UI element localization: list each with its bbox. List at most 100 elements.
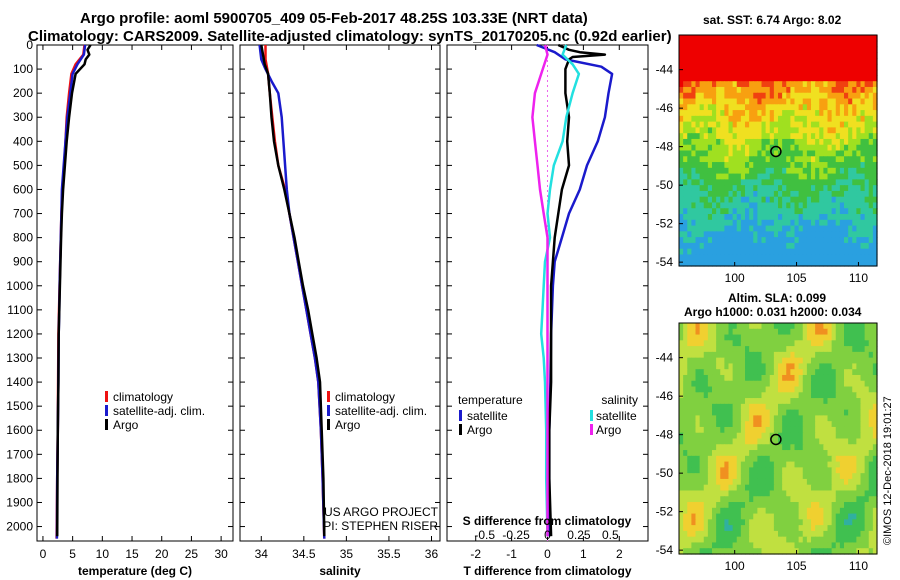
legend-swatch-diff-s — [590, 424, 593, 435]
x-axis-label-sal: salinity — [319, 564, 361, 578]
sst-map-title: sat. SST: 6.74 Argo: 8.02 — [703, 13, 842, 27]
legend-swatch-temp — [105, 391, 108, 402]
series-line-temp-argo — [55, 44, 92, 537]
sst-y-tick-label: -50 — [656, 178, 674, 192]
series-line-diff-t-argo — [548, 43, 607, 537]
s-diff-tick-label: -0.5 — [474, 528, 495, 542]
series-line-diff-s-satellite — [539, 44, 581, 537]
legend-swatch-diff-s — [590, 410, 593, 421]
legend-label-diff-s: satellite — [596, 409, 637, 423]
x-tick-label-diff: 2 — [616, 547, 623, 561]
sla-y-tick-label: -48 — [656, 428, 674, 442]
x-tick-label-temp: 5 — [69, 547, 76, 561]
x-tick-label-sal: 34.5 — [292, 547, 316, 561]
legend-label-temp: climatology — [113, 390, 173, 404]
y-tick-label: 1100 — [7, 303, 33, 317]
x-tick-label-sal: 35.5 — [377, 547, 401, 561]
sla-y-tick-label: -50 — [656, 466, 674, 480]
y-tick-label: 0 — [26, 38, 33, 52]
legend-swatch-temp — [105, 405, 108, 416]
series-line-sal-climatology — [264, 45, 326, 539]
plot-frame-temp — [36, 44, 234, 542]
legend-title-salinity: salinity — [601, 393, 638, 407]
s-diff-axis-label: S difference from climatology — [463, 514, 632, 528]
sla-y-tick-label: -54 — [656, 543, 674, 557]
legend-swatch-sal — [327, 391, 330, 402]
x-tick-label-temp: 25 — [185, 547, 199, 561]
x-tick-label-sal: 36 — [425, 547, 439, 561]
series-line-sal-satellite-adj-clim- — [258, 44, 326, 539]
sla-x-tick-label: 100 — [725, 559, 745, 573]
y-tick-label: 700 — [13, 207, 33, 221]
x-tick-label-diff: 1 — [580, 547, 587, 561]
x-tick-label-temp: 30 — [214, 547, 228, 561]
s-diff-tick-label: 0.5 — [602, 528, 619, 542]
y-tick-label: 900 — [13, 255, 33, 269]
sla-argo-marker — [770, 433, 782, 446]
y-tick-label: 1800 — [6, 471, 33, 485]
x-tick-label-temp: 0 — [40, 547, 47, 561]
chart-title-line2: Climatology: CARS2009. Satellite-adjuste… — [28, 28, 672, 45]
y-tick-label: 1900 — [6, 495, 33, 509]
x-axis-label-temp: temperature (deg C) — [78, 564, 192, 578]
y-tick-label: 800 — [13, 231, 33, 245]
y-tick-label: 600 — [13, 182, 33, 196]
s-diff-tick-label: 0 — [544, 528, 551, 542]
legend-swatch-diff-t — [459, 424, 462, 435]
series-line-sal-argo — [260, 44, 326, 537]
series-line-diff-s-argo — [531, 44, 549, 537]
x-tick-label-diff: 0 — [544, 547, 551, 561]
y-tick-label: 200 — [13, 86, 33, 100]
s-diff-tick-label: 0.25 — [567, 528, 591, 542]
y-tick-label: 300 — [13, 110, 33, 124]
y-tick-label: 1200 — [6, 327, 33, 341]
x-tick-label-temp: 20 — [155, 547, 169, 561]
legend-label-diff-s: Argo — [596, 423, 622, 437]
sla-map-frame — [678, 322, 878, 555]
sla-y-tick-label: -52 — [656, 505, 674, 519]
y-tick-label: 1600 — [6, 423, 33, 437]
legend-title-temperature: temperature — [458, 393, 523, 407]
sst-x-tick-label: 110 — [849, 271, 868, 285]
legend-label-sal: climatology — [335, 390, 395, 404]
s-diff-tick-label: -0.25 — [502, 528, 530, 542]
y-tick-label: 1400 — [6, 375, 33, 389]
series-line-temp-satellite-adj-clim- — [55, 44, 87, 539]
legend-swatch-diff-t — [459, 410, 462, 421]
x-tick-label-temp: 15 — [125, 547, 139, 561]
sst-y-tick-label: -48 — [656, 140, 674, 154]
y-tick-label: 400 — [13, 134, 33, 148]
sst-argo-marker — [770, 145, 782, 158]
sla-y-tick-label: -44 — [656, 351, 674, 365]
x-axis-label-diff: T difference from climatology — [463, 564, 631, 578]
sst-y-tick-label: -52 — [656, 217, 674, 231]
x-tick-label-diff: -1 — [506, 547, 517, 561]
y-tick-label: 1300 — [6, 351, 33, 365]
sst-map-frame — [678, 34, 878, 267]
legend-label-diff-t: Argo — [467, 423, 493, 437]
sst-x-tick-label: 105 — [787, 271, 807, 285]
sst-map — [679, 35, 878, 267]
sst-y-tick-label: -46 — [656, 101, 674, 115]
sst-y-tick-label: -54 — [656, 255, 674, 269]
legend-label-diff-t: satellite — [467, 409, 508, 423]
y-tick-label: 1500 — [6, 399, 33, 413]
y-tick-label: 500 — [13, 158, 33, 172]
legend-label-sal: satellite-adj. clim. — [335, 404, 427, 418]
sst-x-tick-label: 100 — [725, 271, 745, 285]
plot-frame-sal — [239, 44, 441, 542]
sla-y-tick-label: -46 — [656, 389, 674, 403]
sla-x-tick-label: 105 — [787, 559, 807, 573]
y-tick-label: 1000 — [6, 279, 33, 293]
sla-map-subtitle: Argo h1000: 0.031 h2000: 0.034 — [684, 305, 862, 319]
sla-map-title: Altim. SLA: 0.099 — [728, 291, 827, 305]
pi-annotation: PI: STEPHEN RISER — [323, 519, 438, 533]
y-tick-label: 1700 — [6, 447, 33, 461]
x-tick-label-sal: 35 — [340, 547, 354, 561]
chart-title-line1: Argo profile: aoml 5900705_409 05-Feb-20… — [80, 10, 588, 27]
legend-swatch-sal — [327, 419, 330, 430]
legend-label-sal: Argo — [335, 418, 361, 432]
sla-x-tick-label: 110 — [849, 559, 868, 573]
sst-y-tick-label: -44 — [656, 63, 674, 77]
